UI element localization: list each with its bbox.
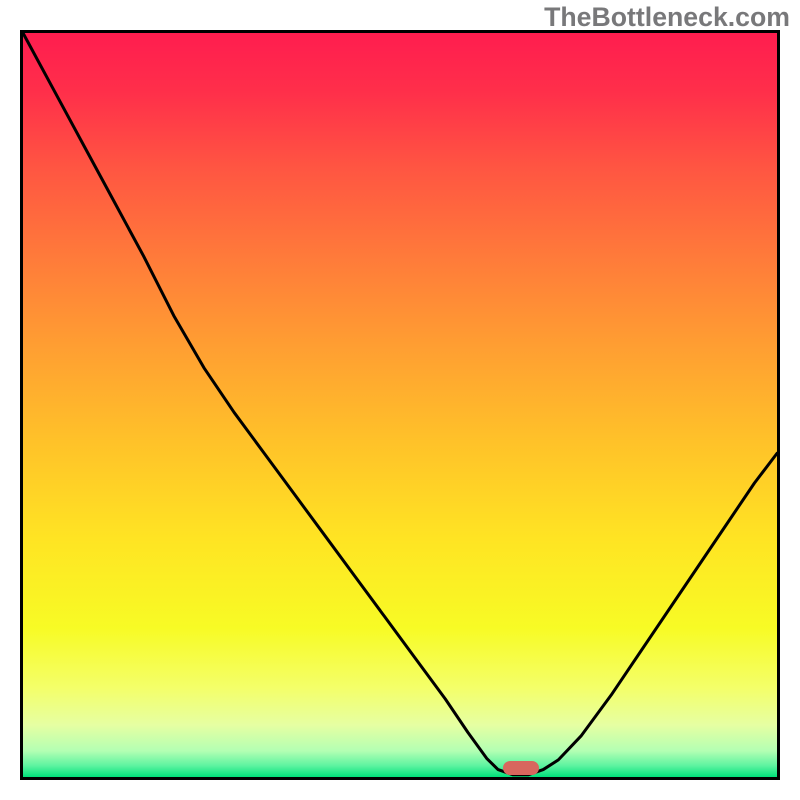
bottleneck-curve [23, 33, 777, 775]
watermark-text: TheBottleneck.com [544, 2, 790, 33]
plot-area [20, 30, 780, 780]
figure-canvas: TheBottleneck.com [0, 0, 800, 800]
optimum-marker [503, 761, 539, 775]
curve-layer [23, 33, 777, 777]
